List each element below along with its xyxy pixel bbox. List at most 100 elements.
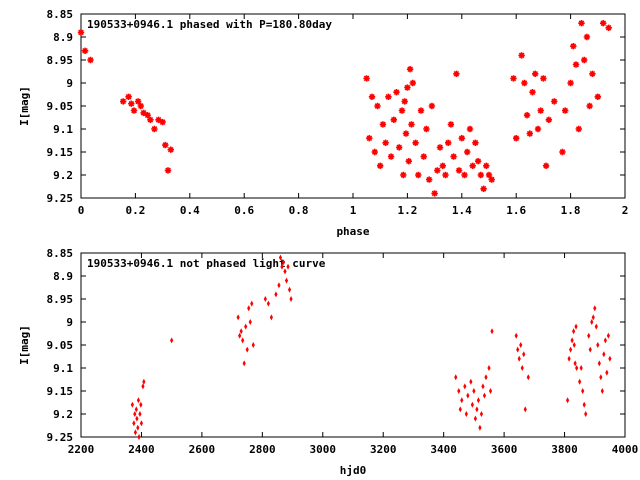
data-point — [565, 397, 570, 404]
data-point — [135, 415, 139, 422]
data-point — [442, 171, 449, 179]
data-point — [141, 383, 145, 390]
data-point — [423, 125, 430, 133]
data-point — [155, 116, 162, 123]
data-point — [134, 406, 138, 413]
data-point — [608, 355, 612, 362]
data-point — [236, 314, 240, 321]
data-point — [470, 401, 474, 408]
data-point — [241, 337, 245, 344]
data-point — [393, 89, 400, 96]
y-tick-label: 9.1 — [53, 362, 73, 375]
x-tick-label: 1 — [350, 204, 357, 217]
data-point — [523, 112, 531, 119]
data-point — [453, 70, 460, 77]
data-point — [551, 98, 558, 105]
x-tick-label: 4000 — [612, 443, 639, 456]
plot-frame — [80, 252, 626, 438]
data-point — [251, 342, 255, 348]
y-tick-label: 9.15 — [47, 146, 74, 159]
data-point — [514, 332, 518, 339]
x-tick-label: 2 — [622, 204, 629, 217]
x-tick-label: 1.2 — [397, 204, 417, 217]
data-point — [277, 282, 281, 289]
x-tick-label: 3400 — [430, 443, 457, 456]
data-point — [458, 406, 462, 413]
data-point — [412, 139, 419, 146]
data-point — [519, 342, 523, 348]
data-point — [517, 355, 521, 362]
y-tick-label: 9.1 — [53, 123, 73, 136]
y-tick-label: 9.2 — [53, 169, 73, 182]
data-point — [125, 93, 132, 100]
data-point — [87, 56, 94, 64]
x-tick-label: 1.6 — [506, 204, 526, 217]
data-point — [396, 144, 403, 151]
data-point — [537, 107, 544, 114]
data-point — [597, 360, 601, 367]
data-point — [263, 296, 267, 302]
y-tick-label: 8.95 — [47, 293, 74, 306]
data-point — [460, 397, 464, 404]
y-tick-label: 9.25 — [47, 431, 74, 444]
y-tick-label: 8.9 — [53, 270, 73, 283]
data-point — [545, 116, 552, 123]
data-point — [578, 20, 585, 27]
data-point — [463, 383, 467, 390]
data-point — [162, 141, 169, 149]
data-point — [405, 158, 412, 165]
data-point — [81, 47, 89, 54]
data-point — [368, 93, 376, 100]
data-point — [401, 98, 408, 105]
data-point — [475, 406, 479, 413]
data-point — [570, 43, 577, 50]
data-point — [363, 75, 370, 82]
data-point — [151, 125, 158, 133]
data-point — [583, 33, 591, 41]
unphased-plot: 2200 2400 2600 2800 3000 3200 3400 3600 3800 4000… — [18, 247, 638, 477]
data-point — [408, 121, 415, 128]
data-point — [244, 323, 248, 330]
x-tick-label: 1.8 — [561, 204, 581, 217]
data-point — [586, 102, 593, 110]
data-point — [426, 176, 433, 183]
y-tick-label: 9.05 — [47, 339, 74, 352]
data-point — [77, 29, 85, 36]
data-point — [133, 411, 137, 417]
data-point — [269, 314, 273, 321]
data-point — [248, 319, 252, 325]
plot-frame — [80, 13, 626, 199]
data-point — [238, 332, 242, 339]
data-point — [455, 167, 463, 174]
phased-plot: 0 0.2 0.4 0.6 0.8 1 1.2 1.4 1.6 1.8 2 8.85 8.9 8.95 9 9… — [18, 8, 628, 238]
x-tick-label: 1.4 — [452, 204, 472, 217]
data-point — [521, 79, 528, 87]
data-point — [371, 148, 378, 156]
x-tick-label: 3600 — [491, 443, 518, 456]
y-tick-label: 8.95 — [47, 54, 74, 67]
data-point — [596, 342, 600, 348]
data-point — [136, 424, 140, 431]
data-point — [513, 135, 520, 142]
data-point — [534, 125, 542, 133]
y-tick-label: 9.25 — [47, 192, 74, 205]
data-point — [400, 171, 407, 179]
x-tick-label: 0.2 — [125, 204, 145, 217]
data-point — [526, 374, 530, 381]
data-point — [587, 332, 591, 339]
data-point — [138, 411, 142, 417]
data-point — [572, 328, 576, 335]
data-point — [164, 167, 172, 174]
data-point — [366, 135, 373, 142]
y-tick-label: 8.85 — [47, 8, 74, 21]
data-point — [130, 107, 138, 114]
data-point — [289, 296, 293, 302]
data-point — [382, 139, 389, 146]
data-point — [526, 130, 533, 137]
data-point — [542, 162, 550, 169]
x-tick-label: 0.4 — [180, 204, 200, 217]
data-point — [147, 116, 154, 123]
data-point — [439, 162, 446, 169]
data-point — [287, 286, 292, 293]
